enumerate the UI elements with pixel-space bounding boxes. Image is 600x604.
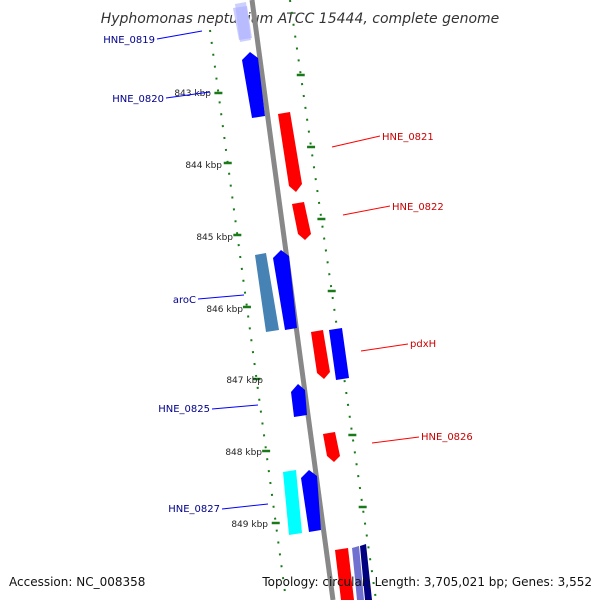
gene-bottom-forward-marker[interactable]: [335, 548, 354, 600]
gene-label-HNE_0825[interactable]: HNE_0825: [158, 404, 210, 415]
gene-HNE_0820-marker[interactable]: [242, 52, 265, 118]
genome-summary-text: Topology: circular; Length: 3,705,021 bp…: [261, 575, 592, 589]
leader-line-HNE_0826: [371, 436, 420, 444]
gene-bottom-reverse-dark-marker[interactable]: [360, 544, 372, 600]
gene-HNE_0822-marker[interactable]: [292, 202, 311, 240]
map-title: Hyphomonas neptunium ATCC 15444, complet…: [101, 11, 500, 27]
leader-line-HNE_0821: [331, 135, 381, 148]
kbp-label-1: 844 kbp: [185, 161, 222, 171]
gene-label-HNE_0819[interactable]: HNE_0819: [103, 35, 155, 46]
kbp-label-4: 847 kbp: [226, 376, 263, 386]
gene-label-HNE_0822[interactable]: HNE_0822: [392, 202, 444, 213]
left-tick-marks: [214, 91, 280, 525]
leader-line-HNE_0825: [211, 404, 259, 410]
gene-pdxH-marker[interactable]: [311, 330, 330, 379]
gene-labels: HNE_0819 HNE_0820 HNE_0821 HNE_0822 aroC pdxH…: [103, 30, 473, 515]
leader-line-HNE_0822: [342, 205, 391, 216]
leader-line-HNE_0820: [165, 91, 211, 99]
accession-text: Accession: NC_008358: [9, 575, 145, 589]
gene-label-HNE_0826[interactable]: HNE_0826: [421, 432, 473, 443]
right-tick-marks: [296, 73, 367, 509]
inner-right-guide: [289, 0, 377, 601]
track-guides: [209, 0, 377, 601]
gene-label-aroC[interactable]: aroC: [173, 295, 196, 306]
gene-HNE_0826-marker[interactable]: [323, 432, 340, 462]
gene-HNE_0825-marker[interactable]: [291, 384, 307, 417]
gene-HNE_0827-marker[interactable]: [301, 470, 321, 532]
gene-label-HNE_0821[interactable]: HNE_0821: [382, 132, 434, 143]
gene-aroC-marker[interactable]: [255, 253, 279, 332]
gene-HNE_0819-marker[interactable]: [235, 2, 251, 42]
leader-line-pdxH: [360, 343, 409, 352]
reverse-strand-genes: [233, 2, 321, 535]
gene-HNE_0821-marker[interactable]: [278, 112, 302, 192]
leader-line-HNE_0827: [221, 503, 269, 510]
gene-aroC-pair-marker[interactable]: [273, 250, 297, 330]
gene-label-HNE_0820[interactable]: HNE_0820: [112, 94, 164, 105]
kbp-label-5: 848 kbp: [225, 448, 262, 458]
leader-line-HNE_0819: [156, 30, 203, 40]
kbp-label-6: 849 kbp: [231, 520, 268, 530]
gene-pdxH-neighbor-marker[interactable]: [329, 328, 349, 380]
gene-HNE_0827-neighbor-marker[interactable]: [283, 470, 302, 535]
gene-bottom-reverse-marker[interactable]: [352, 546, 364, 600]
gene-label-HNE_0827[interactable]: HNE_0827: [168, 504, 220, 515]
kbp-label-2: 845 kbp: [196, 233, 233, 243]
forward-strand-genes: [278, 112, 372, 600]
gene-label-pdxH[interactable]: pdxH: [410, 339, 436, 350]
kbp-label-3: 846 kbp: [206, 305, 243, 315]
leader-line-aroC: [197, 294, 245, 300]
